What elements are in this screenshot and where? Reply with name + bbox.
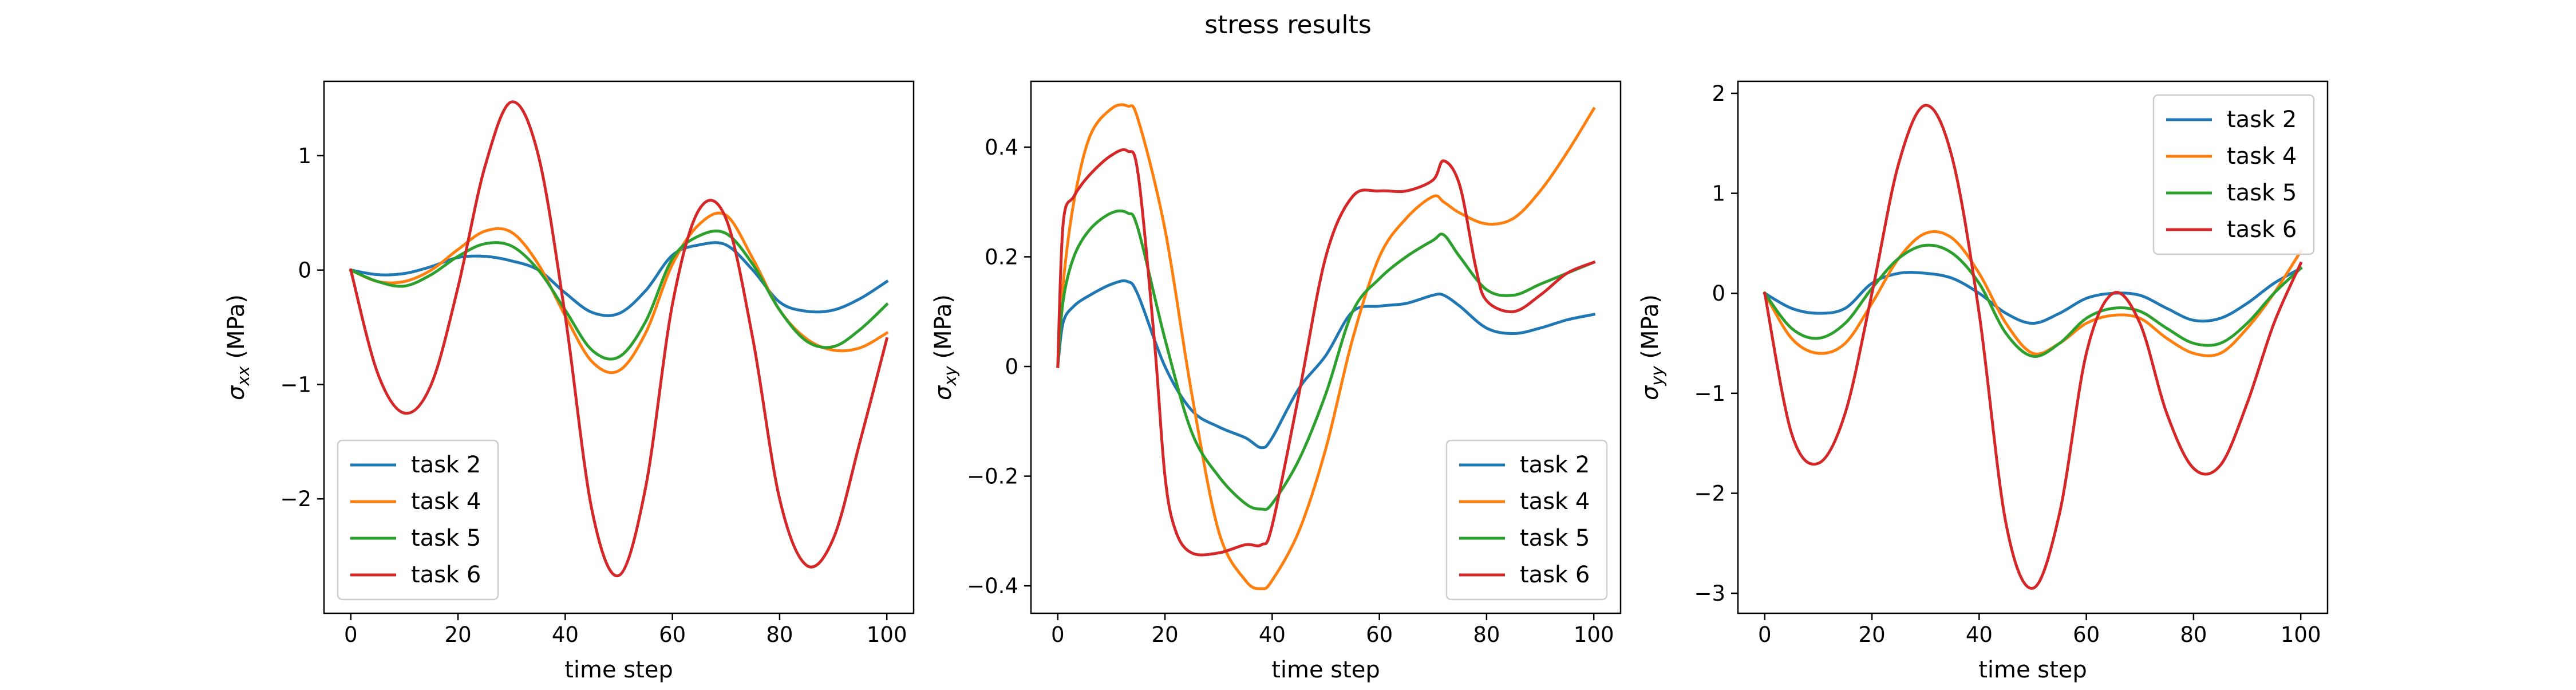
figure-title: stress results	[1204, 10, 1372, 40]
series-line-task-2	[349, 241, 889, 317]
x-axis-label: time step	[1978, 657, 2087, 683]
y-tick-label: 0.4	[985, 135, 1018, 160]
series-line-task-5	[349, 229, 889, 361]
y-tick-label: 0	[1005, 354, 1018, 379]
series-line-task-2	[1056, 279, 1596, 450]
x-tick-label: 20	[1859, 622, 1886, 647]
legend-label: task 6	[411, 562, 481, 588]
legend-label: task 5	[411, 525, 481, 551]
x-tick-label: 60	[1366, 622, 1393, 647]
x-tick-label: 40	[1966, 622, 1993, 647]
y-tick-label: −2	[280, 487, 311, 511]
legend: task 2 task 4 task 5 task 6	[1445, 439, 1608, 601]
y-tick-label: −0.4	[967, 574, 1018, 598]
x-tick-label: 0	[344, 622, 358, 647]
y-tick-label: −1	[1694, 381, 1725, 406]
y-axis-label: σyy (MPa)	[1637, 294, 1667, 400]
y-tick-label: −1	[280, 372, 311, 397]
y-tick-label: −0.2	[967, 464, 1018, 489]
chart-panel-2: 0 20 40 60 80 100 0.4 0.2 0 −0.2 −0.4 time step σxy …	[930, 80, 1622, 683]
series-line-task-6	[1056, 148, 1596, 557]
series-line-task-6	[1763, 104, 2303, 590]
x-axis-label: time step	[564, 657, 673, 683]
y-tick-label: 1	[1712, 182, 1725, 206]
chart-panel-1: 0 20 40 60 80 100 1 0 −1 −2 time step σxx (MPa) task…	[223, 80, 915, 683]
legend-label: task 6	[2227, 216, 2297, 243]
axes-frame	[323, 80, 915, 614]
legend-label: task 5	[1520, 525, 1590, 551]
y-axis-label: σxx (MPa)	[223, 294, 253, 400]
y-tick-label: 0	[1712, 281, 1725, 306]
y-axis-label: σxy (MPa)	[930, 294, 960, 400]
legend: task 2 task 4 task 5 task 6	[2152, 94, 2315, 255]
legend-label: task 4	[411, 488, 481, 515]
y-tick-label: −3	[1694, 581, 1725, 606]
legend-label: task 2	[1520, 452, 1590, 478]
x-tick-label: 20	[445, 622, 472, 647]
series-line-task-4	[349, 211, 889, 374]
legend-label: task 2	[411, 452, 481, 478]
x-tick-label: 80	[1473, 622, 1500, 647]
x-tick-label: 60	[2073, 622, 2100, 647]
legend-label: task 4	[1520, 488, 1590, 515]
y-tick-label: 1	[298, 144, 311, 168]
x-tick-label: 40	[1259, 622, 1286, 647]
axes-frame	[1030, 80, 1622, 614]
series-line-task-5	[1056, 209, 1596, 511]
legend-box	[337, 439, 499, 601]
y-tick-label: 0.2	[985, 245, 1018, 269]
axes-frame	[1737, 80, 2329, 614]
x-tick-label: 100	[2281, 622, 2321, 647]
series-line-task-4	[1056, 103, 1596, 590]
y-tick-label: 0	[298, 258, 311, 283]
legend-label: task 2	[2227, 107, 2297, 133]
series-line-task-4	[1763, 230, 2303, 357]
x-tick-label: 100	[1574, 622, 1614, 647]
x-tick-label: 100	[867, 622, 907, 647]
legend-box	[2152, 94, 2315, 255]
legend-label: task 6	[1520, 562, 1590, 588]
x-tick-label: 60	[659, 622, 686, 647]
series-line-task-2	[1763, 266, 2303, 325]
x-tick-label: 40	[552, 622, 579, 647]
series-line-task-5	[1763, 243, 2303, 358]
x-tick-label: 80	[766, 622, 793, 647]
legend-label: task 5	[2227, 180, 2297, 206]
series-line-task-6	[349, 100, 889, 578]
x-tick-label: 80	[2180, 622, 2207, 647]
y-tick-label: −2	[1694, 481, 1725, 506]
x-axis-label: time step	[1271, 657, 1380, 683]
legend: task 2 task 4 task 5 task 6	[337, 439, 499, 601]
x-tick-label: 0	[1051, 622, 1065, 647]
legend-label: task 4	[2227, 143, 2297, 169]
legend-box	[1445, 439, 1608, 601]
x-tick-label: 20	[1152, 622, 1179, 647]
chart-panel-3: 0 20 40 60 80 100 2 1 0 −1 −2 −3 time step σyy (MPa) t…	[1637, 80, 2329, 683]
y-tick-label: 2	[1712, 81, 1725, 106]
x-tick-label: 0	[1758, 622, 1772, 647]
